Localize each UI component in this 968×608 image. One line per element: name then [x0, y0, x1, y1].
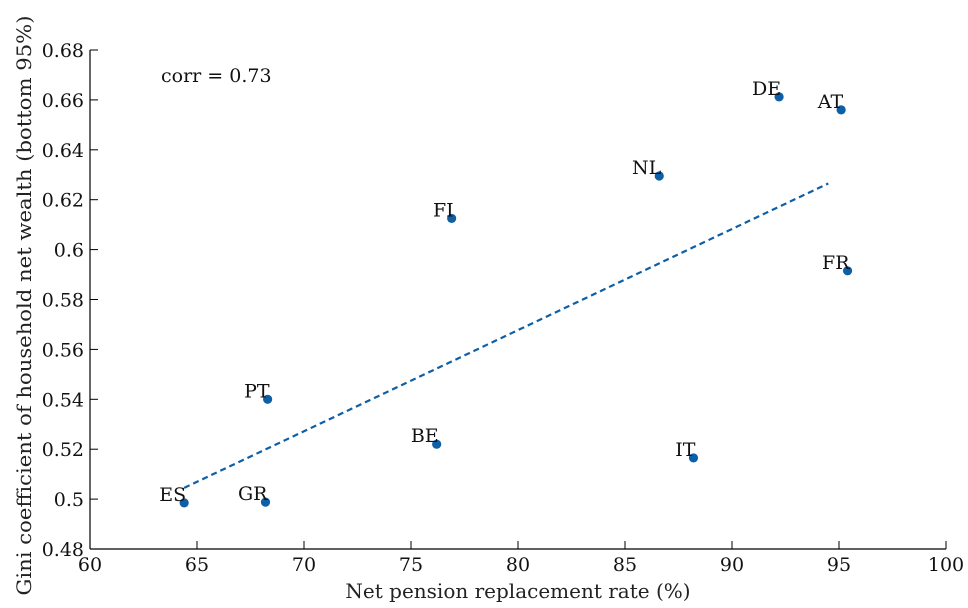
data-point — [654, 171, 664, 181]
x-axis-label: Net pension replacement rate (%) — [345, 579, 690, 603]
y-tick-label: 0.64 — [42, 140, 84, 162]
trendline — [183, 182, 829, 489]
y-tick-label: 0.6 — [54, 240, 84, 262]
x-ticks: 60 65 70 75 80 85 90 95 100 — [78, 541, 964, 576]
x-tick-label: 65 — [185, 554, 209, 576]
axes — [89, 50, 946, 550]
data-point — [688, 453, 699, 463]
trendline-layer — [183, 182, 829, 489]
data-point — [774, 92, 784, 102]
y-tick-label: 0.56 — [42, 339, 84, 361]
correlation-annotation: corr = 0.73 — [161, 65, 272, 87]
x-tick-label: 60 — [78, 554, 102, 576]
x-tick-label: 85 — [613, 554, 637, 576]
x-tick-label: 80 — [506, 554, 530, 576]
point-label: DE — [752, 78, 781, 100]
point-label: BE — [411, 425, 439, 447]
point-label: AT — [817, 91, 844, 113]
point-label: PT — [244, 380, 270, 402]
y-tick-label: 0.58 — [42, 290, 84, 312]
y-tick-label: 0.62 — [42, 190, 84, 212]
point-label: FR — [822, 252, 850, 274]
data-point — [447, 213, 457, 224]
y-tick-label: 0.52 — [42, 439, 84, 461]
x-tick-label: 100 — [928, 554, 964, 576]
point-label: GR — [238, 483, 268, 505]
data-point — [260, 497, 271, 507]
x-tick-label: 75 — [399, 554, 423, 576]
point-label: ES — [159, 484, 186, 506]
y-tick-label: 0.54 — [42, 389, 84, 411]
point-label: IT — [675, 439, 696, 461]
y-tick-label: 0.5 — [54, 489, 84, 511]
data-point — [263, 394, 273, 404]
x-tick-label: 95 — [827, 554, 851, 576]
y-tick-label: 0.48 — [42, 539, 84, 561]
x-tick-label: 90 — [720, 554, 744, 576]
y-axis-label: Gini coefficient of household net wealth… — [12, 16, 36, 596]
x-tick-label: 70 — [292, 554, 316, 576]
data-point — [836, 105, 846, 115]
y-tick-label: 0.66 — [42, 90, 84, 112]
data-point — [432, 439, 442, 449]
data-point — [842, 266, 853, 276]
y-ticks: 0.48 0.5 0.52 0.54 0.56 0.58 0.6 0.62 0.64 0.66 0.… — [42, 40, 98, 561]
data-point — [179, 498, 189, 508]
point-label: NL — [632, 157, 662, 179]
point-label: FI — [433, 199, 454, 221]
points-layer: ES GR PT BE FI IT NL DE AT FR — [159, 78, 853, 508]
y-tick-label: 0.68 — [42, 40, 84, 62]
